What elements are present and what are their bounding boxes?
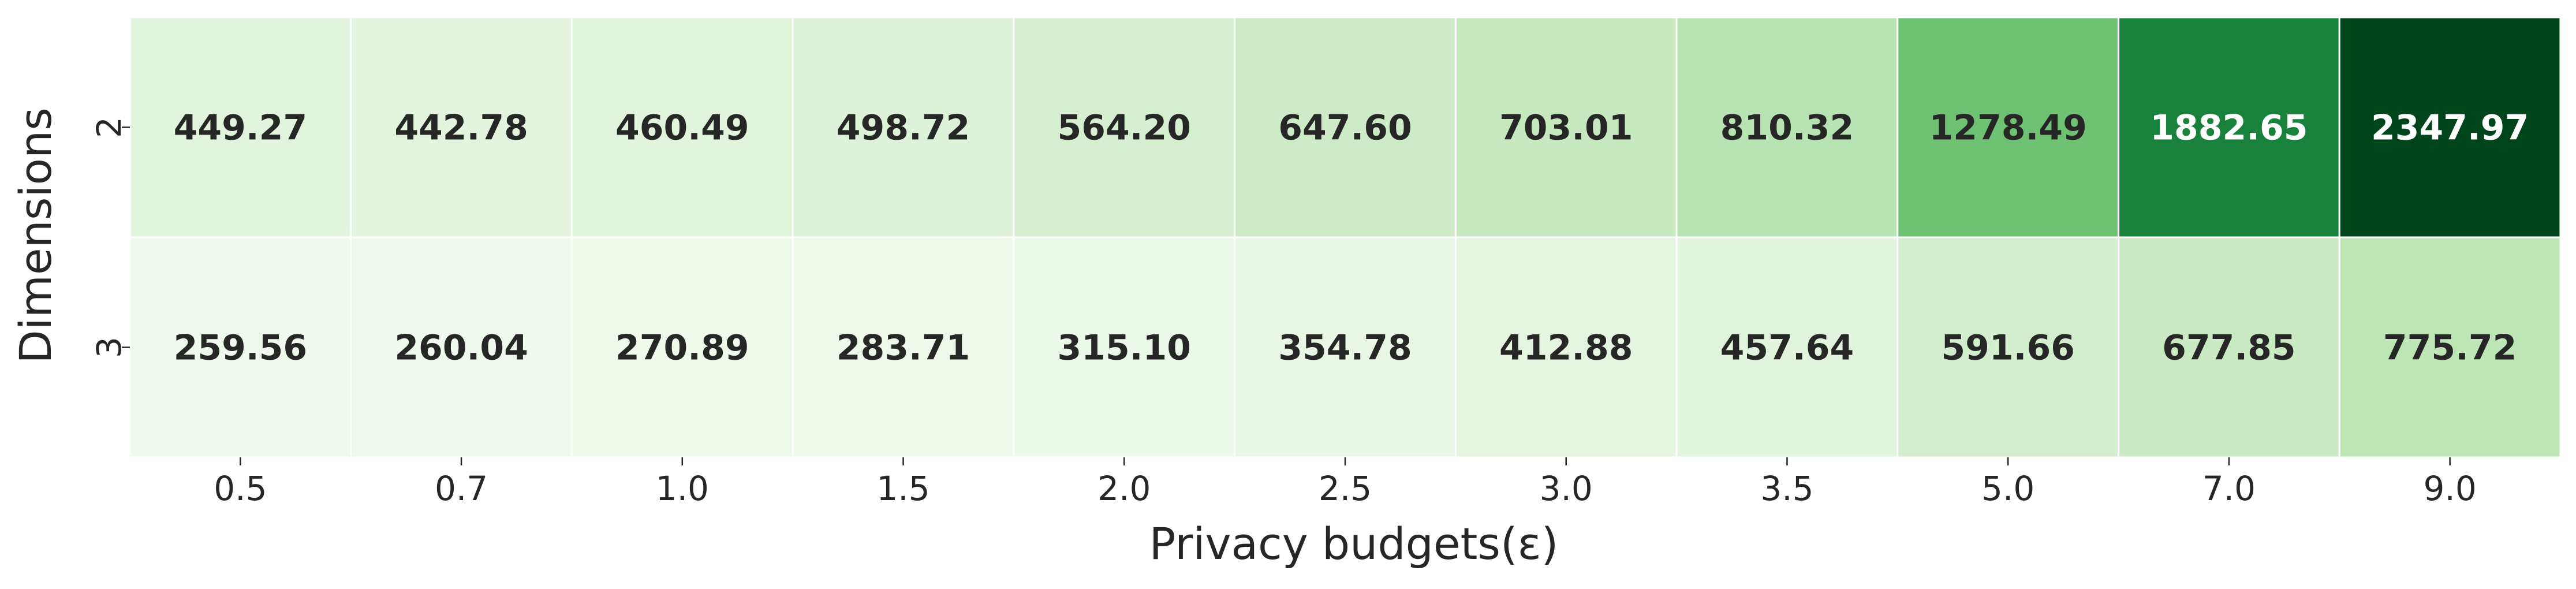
y-tick-label: 3 <box>89 337 129 358</box>
x-tick-label: 7.0 <box>2202 469 2256 508</box>
y-axis-ticks: 23 <box>89 117 130 358</box>
heatmap-cell <box>2118 236 2340 458</box>
x-tick-label: 2.0 <box>1097 469 1151 508</box>
cell-value-label: 1278.49 <box>1929 108 2087 148</box>
heatmap-cell <box>129 16 352 238</box>
cell-value-label: 591.66 <box>1941 328 2075 368</box>
x-tick-label: 9.0 <box>2424 469 2477 508</box>
x-axis-ticks: 0.5 0.7 1.0 1.5 2.0 2.5 3.0 3.5 5.0 7.0 9.0 <box>214 457 2477 508</box>
heatmap-cell <box>350 236 573 458</box>
heatmap-cell <box>1454 236 1678 458</box>
heatmap-cell <box>570 16 794 238</box>
cell-value-label: 259.56 <box>174 328 308 368</box>
cell-value-label: 457.64 <box>1720 328 1854 368</box>
x-tick-label: 2.5 <box>1319 469 1372 508</box>
y-axis-title: Dimensions <box>10 107 61 364</box>
cell-value-label: 270.89 <box>615 328 749 368</box>
heatmap-cell <box>1234 236 1457 458</box>
x-tick-label: 0.5 <box>214 469 267 508</box>
heatmap-cell <box>2338 16 2562 238</box>
cell-value-label: 354.78 <box>1278 328 1412 368</box>
heatmap-cell <box>570 236 794 458</box>
heatmap-cell <box>1675 16 1899 238</box>
x-tick-label: 1.5 <box>876 469 929 508</box>
cell-value-label: 2347.97 <box>2371 108 2529 148</box>
heatmap-cell <box>1013 16 1236 238</box>
heatmap-cell <box>2118 16 2340 238</box>
cell-value-label: 810.32 <box>1720 108 1854 148</box>
heatmap-cell <box>1013 236 1236 458</box>
cell-value-label: 315.10 <box>1057 328 1191 368</box>
heatmap-cell-labels: 449.27 442.78 460.49 498.72 564.20 647.60 703.… <box>174 108 2529 368</box>
cell-value-label: 564.20 <box>1057 108 1191 148</box>
cell-value-label: 460.49 <box>615 108 749 148</box>
cell-value-label: 703.01 <box>1499 108 1633 148</box>
cell-value-label: 498.72 <box>837 108 970 148</box>
heatmap-cell <box>792 236 1015 458</box>
heatmap-cell <box>1675 236 1899 458</box>
cell-value-label: 283.71 <box>837 328 970 368</box>
cell-value-label: 1882.65 <box>2150 108 2308 148</box>
heatmap-cell <box>2338 236 2562 458</box>
cell-value-label: 677.85 <box>2162 328 2296 368</box>
heatmap-cells <box>129 16 2562 458</box>
heatmap-cell <box>129 236 352 458</box>
x-tick-label: 0.7 <box>435 469 488 508</box>
x-tick-label: 3.5 <box>1760 469 1813 508</box>
y-tick-label: 2 <box>89 117 129 138</box>
cell-value-label: 647.60 <box>1278 108 1412 148</box>
cell-value-label: 442.78 <box>394 108 528 148</box>
heatmap-cell <box>350 16 573 238</box>
cell-value-label: 775.72 <box>2383 328 2517 368</box>
cell-value-label: 260.04 <box>394 328 528 368</box>
x-tick-label: 3.0 <box>1540 469 1593 508</box>
heatmap-cell <box>1234 16 1457 238</box>
cell-value-label: 449.27 <box>174 108 308 148</box>
x-tick-label: 5.0 <box>1981 469 2034 508</box>
x-tick-label: 1.0 <box>656 469 709 508</box>
cell-value-label: 412.88 <box>1499 328 1633 368</box>
heatmap-cell <box>792 16 1015 238</box>
heatmap-cell <box>1896 236 2120 458</box>
x-axis-title: Privacy budgets(ε) <box>1149 518 1559 569</box>
